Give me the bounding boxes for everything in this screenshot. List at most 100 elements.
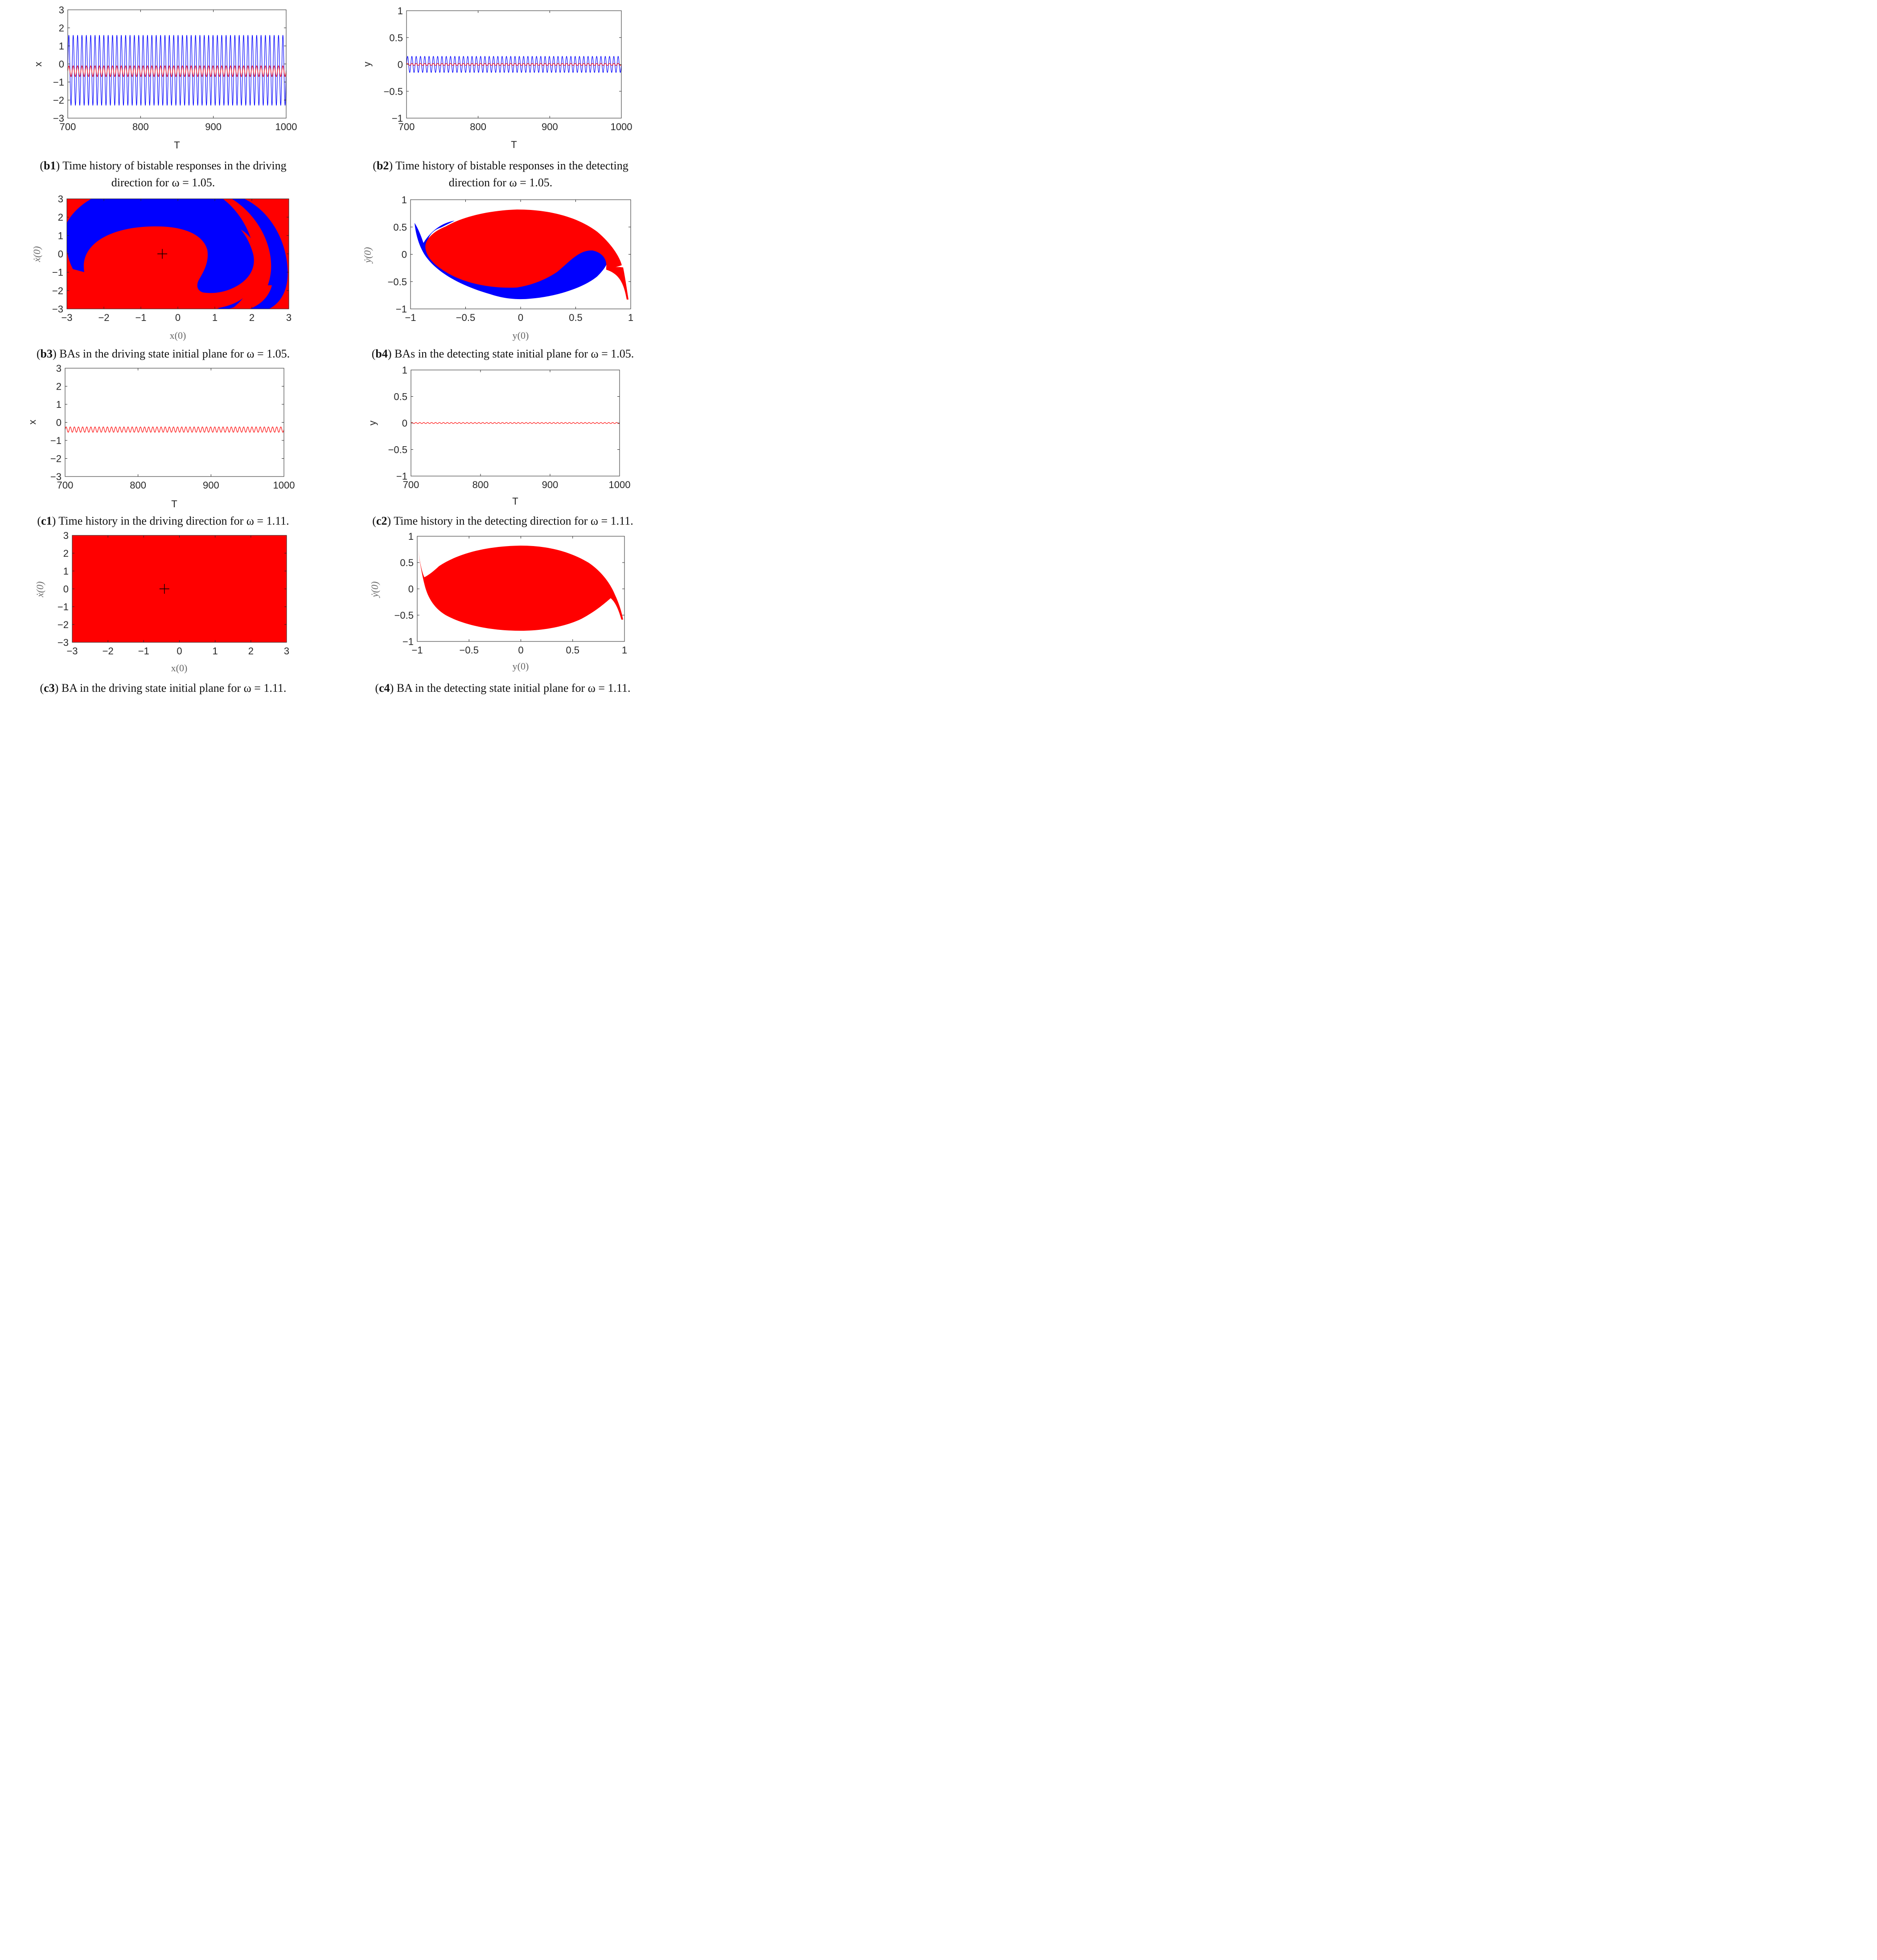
basin-red-c3 <box>72 535 287 642</box>
x-tick-label-b4-1: −0.5 <box>456 312 475 323</box>
caption-c2: (c2) Time history in the detecting direc… <box>372 514 633 527</box>
caption-tag-b4: b4 <box>375 347 387 360</box>
y-tick-label-c1-3: 0 <box>56 417 62 428</box>
caption-tag-b1: b1 <box>44 159 56 172</box>
x-tick-label-c3-6: 3 <box>284 645 289 657</box>
y-tick-label-c4-4: 1 <box>408 531 414 542</box>
panel-b2: 700 800 900 1000 −1 −0.5 0 0.5 1 T y (b2) Time h… <box>361 5 632 189</box>
y-tick-label-b2-4: 1 <box>398 5 403 16</box>
y-axis-label-b2: y <box>361 62 373 67</box>
attractor-marker-b3 <box>157 249 168 259</box>
panel-c1: 700 800 900 1000 −3 −2 −1 0 1 2 3 T x (c1) Time hi… <box>27 363 295 527</box>
x-tick-label-c4-3: 0.5 <box>566 645 579 656</box>
caption-text-c3: ) BA in the driving state initial plane … <box>55 682 287 694</box>
y-axis-label-b4: ẏ(0) <box>362 247 373 263</box>
y-axis-label-c1: x <box>27 420 38 425</box>
x-tick-label-c3-4: 1 <box>213 645 218 657</box>
y-tick-label-b2-3: 0.5 <box>389 32 403 43</box>
caption-line2-b1: direction for ω = 1.05. <box>111 176 215 189</box>
x-tick-label-b1-0: 700 <box>60 121 76 132</box>
y-tick-label-b1-0: −3 <box>53 113 64 124</box>
y-axis-label-c4: ẏ(0) <box>369 581 380 598</box>
caption-text-b2: ) Time history of bistable responses in … <box>389 159 628 172</box>
y-tick-label-b1-2: −1 <box>53 77 64 88</box>
ticks-b1: 700 800 900 1000 −3 −2 −1 0 1 2 3 <box>53 4 297 132</box>
x-tick-label-b3-5: 2 <box>249 312 255 323</box>
y-tick-label-b3-1: −2 <box>52 285 63 296</box>
y-tick-label-c3-1: −2 <box>58 619 69 630</box>
y-tick-label-c2-4: 1 <box>402 365 407 376</box>
attractor-marker-c3 <box>159 584 169 594</box>
y-axis-label-c2: y <box>367 421 378 426</box>
caption-text-b1: ) Time history of bistable responses in … <box>56 159 287 172</box>
panel-c3: −3 −2 −1 0 1 2 3 −3 −2 −1 0 1 2 3 x(0) ẋ(0) (c3) BA i… <box>34 530 289 694</box>
x-tick-label-b1-3: 1000 <box>275 121 297 132</box>
y-tick-label-c2-1: −0.5 <box>388 444 407 456</box>
panel-b4: −1 −0.5 0 0.5 1 −1 −0.5 0 0.5 1 y(0) ẏ(0) (b4) BA… <box>362 194 634 360</box>
x-axis-label-c4: y(0) <box>513 661 529 672</box>
caption-tag-b3: b3 <box>41 347 53 360</box>
x-tick-label-b4-4: 1 <box>628 312 633 323</box>
caption-c3: (c3) BA in the driving state initial pla… <box>40 682 287 694</box>
caption-tag-b2: b2 <box>377 159 389 172</box>
x-axis-label-c1: T <box>171 498 177 510</box>
y-tick-label-c2-3: 0.5 <box>394 391 407 403</box>
x-tick-label-c3-1: −2 <box>103 645 114 657</box>
y-axis-label-b3: ẋ(0) <box>31 246 42 262</box>
y-tick-label-b3-5: 2 <box>58 212 63 223</box>
y-tick-label-c3-3: 0 <box>63 583 69 595</box>
x-tick-label-c1-2: 900 <box>203 480 219 491</box>
x-axis-label-c3: x(0) <box>171 662 188 674</box>
x-tick-label-c3-0: −3 <box>66 645 78 657</box>
y-tick-label-b1-4: 1 <box>59 41 64 52</box>
caption-c4: (c4) BA in the detecting state initial p… <box>375 682 630 694</box>
ticks-c4: −1 −0.5 0 0.5 1 −1 −0.5 0 0.5 1 <box>394 531 628 656</box>
x-tick-label-c1-3: 1000 <box>273 480 295 491</box>
ticks-b3: −3 −2 −1 0 1 2 3 −3 −2 −1 0 1 2 3 <box>52 193 292 323</box>
y-tick-label-c1-5: 2 <box>56 381 62 392</box>
y-tick-label-b3-2: −1 <box>52 267 63 278</box>
x-tick-label-b2-0: 700 <box>398 121 415 132</box>
y-tick-label-b2-0: −1 <box>392 113 403 124</box>
x-tick-label-b4-2: 0 <box>518 312 523 323</box>
panel-c4: −1 −0.5 0 0.5 1 −1 −0.5 0 0.5 1 y(0) ẏ(0) (c4) BA… <box>369 531 631 694</box>
basin-red-tail-b4 <box>606 267 628 300</box>
caption-tag-c2: c2 <box>376 514 387 527</box>
x-tick-label-c3-3: 0 <box>177 645 182 657</box>
ticks-b4: −1 −0.5 0 0.5 1 −1 −0.5 0 0.5 1 <box>388 194 634 323</box>
x-tick-label-c4-2: 0 <box>518 645 523 656</box>
x-tick-label-b3-2: −1 <box>135 312 146 323</box>
y-tick-label-b3-3: 0 <box>58 249 63 260</box>
caption-line2-b2: direction for ω = 1.05. <box>449 176 553 189</box>
y-tick-label-c4-2: 0 <box>408 583 414 595</box>
y-tick-label-c4-3: 0.5 <box>400 557 414 568</box>
caption-c1: (c1) Time history in the driving directi… <box>37 514 289 527</box>
y-tick-label-b4-3: 0.5 <box>393 222 407 233</box>
y-tick-label-b4-4: 1 <box>402 194 407 205</box>
caption-b4: (b4) BAs in the detecting state initial … <box>372 347 634 360</box>
y-tick-label-b1-6: 3 <box>59 4 64 16</box>
x-tick-label-c4-0: −1 <box>411 645 423 656</box>
x-tick-label-b3-3: 0 <box>175 312 181 323</box>
x-tick-label-c2-2: 900 <box>542 479 559 490</box>
x-tick-label-b3-0: −3 <box>61 312 72 323</box>
y-tick-label-c2-2: 0 <box>402 418 407 429</box>
y-tick-label-c1-4: 1 <box>56 399 62 410</box>
x-tick-label-b3-1: −2 <box>98 312 109 323</box>
series-group-b2 <box>406 56 622 73</box>
x-tick-label-c3-5: 2 <box>248 645 254 657</box>
x-tick-label-b3-6: 3 <box>286 312 292 323</box>
series-line-b2-1 <box>406 63 622 66</box>
y-tick-label-b3-0: −3 <box>52 304 63 315</box>
y-tick-label-b3-4: 1 <box>58 230 63 241</box>
x-tick-label-b2-2: 900 <box>542 121 558 132</box>
x-axis-label-b1: T <box>174 140 180 151</box>
y-tick-label-b3-6: 3 <box>58 193 63 205</box>
x-axis-label-b4: y(0) <box>513 330 529 341</box>
ticks-c3: −3 −2 −1 0 1 2 3 −3 −2 −1 0 1 2 3 <box>58 530 289 657</box>
y-tick-label-c3-5: 2 <box>63 548 69 559</box>
x-tick-label-b4-3: 0.5 <box>569 312 583 323</box>
caption-text-c4: ) BA in the detecting state initial plan… <box>390 682 631 694</box>
y-tick-label-b4-2: 0 <box>402 249 407 260</box>
